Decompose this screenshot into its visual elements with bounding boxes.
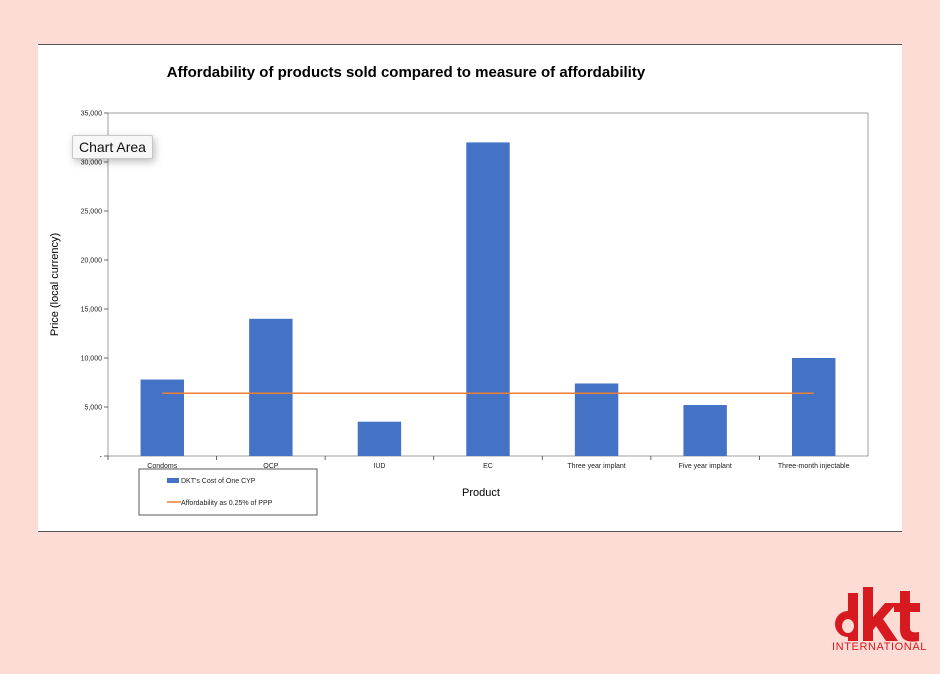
bar [249, 318, 293, 456]
bar [683, 405, 727, 456]
legend-label-line: Affordability as 0.25% of PPP [181, 500, 273, 507]
x-axis-label: Product [462, 487, 500, 499]
bar [140, 379, 184, 456]
bar [792, 358, 836, 456]
x-tick-label: IUD [373, 463, 385, 470]
y-tick-label: 15,000 [81, 307, 103, 314]
y-tick-label: 30,000 [81, 160, 103, 167]
legend-swatch-bar [167, 478, 179, 483]
chart-area-tooltip: Chart Area [72, 135, 153, 159]
y-tick-label: 25,000 [81, 209, 103, 216]
x-tick-label: Three-month injectable [778, 463, 850, 470]
legend-box [138, 468, 318, 516]
y-tick-label: 20,000 [81, 258, 103, 265]
y-axis-label: Price (local currency) [49, 233, 61, 336]
bar [574, 383, 619, 456]
logo-international-text: INTERNATIONAL [832, 641, 927, 653]
x-tick-label: Five year implant [678, 463, 731, 470]
legend-label-bar: DKT's Cost of One CYP [181, 478, 256, 485]
y-tick-label: 5,000 [84, 405, 102, 412]
y-tick-label: 10,000 [81, 356, 103, 363]
y-tick-label: 35,000 [81, 111, 103, 118]
x-tick-label: EC [483, 463, 493, 470]
bar [466, 142, 510, 456]
x-tick-label: OCP [263, 463, 279, 470]
x-tick-label: Condoms [147, 463, 177, 470]
bar [357, 421, 402, 456]
chart-title: Affordability of products sold compared … [167, 64, 646, 81]
y-tick-label: - [100, 454, 103, 461]
x-tick-label: Three year implant [567, 463, 625, 470]
dkt-logo [835, 587, 920, 642]
